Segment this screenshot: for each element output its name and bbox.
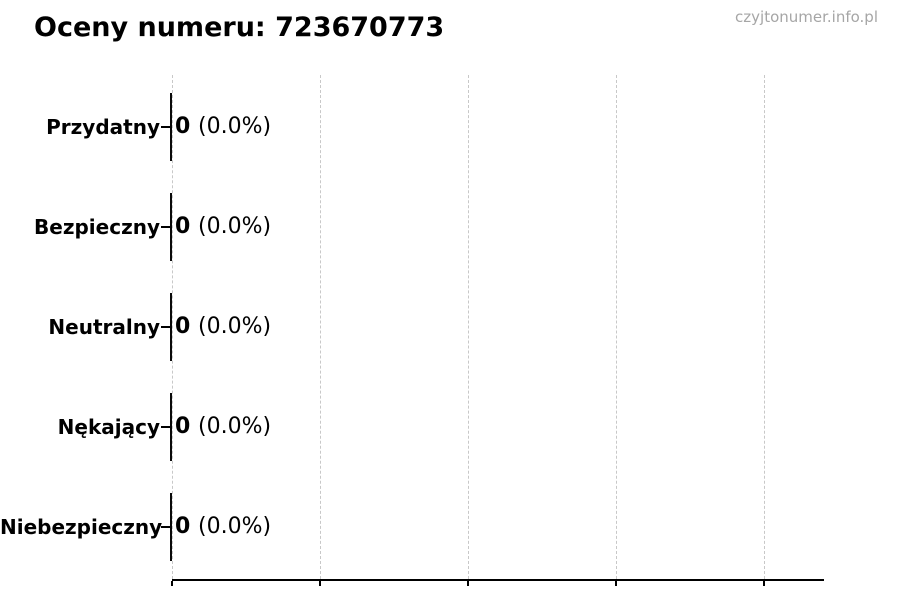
value-annotation: 0 (0.0%) <box>175 412 271 442</box>
y-tick <box>161 326 170 328</box>
category-row: Niebezpieczny 0 (0.0%) <box>0 477 900 577</box>
category-row: Przydatny 0 (0.0%) <box>0 77 900 177</box>
value-number: 0 <box>175 314 191 339</box>
zero-bar-line <box>170 493 172 561</box>
category-label: Nękający <box>57 415 160 439</box>
value-percent: (0.0%) <box>198 314 272 339</box>
value-number: 0 <box>175 214 191 239</box>
x-axis-tick <box>763 581 765 586</box>
value-percent: (0.0%) <box>198 414 272 439</box>
page-title: Oceny numeru: 723670773 <box>34 12 445 43</box>
category-label: Bezpieczny <box>34 215 160 239</box>
y-tick <box>161 426 170 428</box>
zero-bar-line <box>170 393 172 461</box>
value-number: 0 <box>175 514 191 539</box>
zero-bar-line <box>170 93 172 161</box>
value-number: 0 <box>175 114 191 139</box>
gridline <box>320 75 321 579</box>
gridline <box>616 75 617 579</box>
value-percent: (0.0%) <box>198 114 272 139</box>
category-row: Neutralny 0 (0.0%) <box>0 277 900 377</box>
value-percent: (0.0%) <box>198 514 272 539</box>
x-axis-tick <box>615 581 617 586</box>
category-label: Przydatny <box>46 115 160 139</box>
x-axis-tick <box>171 581 173 586</box>
plot-area <box>172 75 823 579</box>
value-number: 0 <box>175 414 191 439</box>
gridline <box>764 75 765 579</box>
gridline <box>468 75 469 579</box>
gridline <box>172 75 173 579</box>
y-tick <box>161 226 170 228</box>
value-annotation: 0 (0.0%) <box>175 212 271 242</box>
x-axis-tick <box>467 581 469 586</box>
watermark: czyjtonumer.info.pl <box>735 8 878 26</box>
value-annotation: 0 (0.0%) <box>175 112 271 142</box>
zero-bar-line <box>170 293 172 361</box>
value-annotation: 0 (0.0%) <box>175 512 271 542</box>
x-axis-line <box>172 579 824 581</box>
category-row: Nękający 0 (0.0%) <box>0 377 900 477</box>
y-tick <box>161 526 170 528</box>
x-axis-tick <box>319 581 321 586</box>
zero-bar-line <box>170 193 172 261</box>
category-row: Bezpieczny 0 (0.0%) <box>0 177 900 277</box>
category-label: Neutralny <box>48 315 160 339</box>
y-tick <box>161 126 170 128</box>
category-label: Niebezpieczny <box>0 515 163 539</box>
value-annotation: 0 (0.0%) <box>175 312 271 342</box>
value-percent: (0.0%) <box>198 214 272 239</box>
